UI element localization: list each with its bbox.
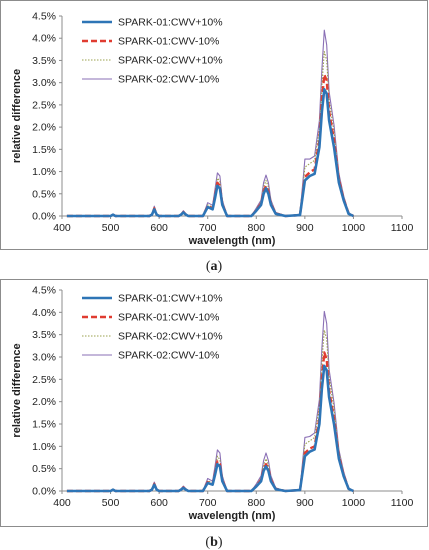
chart-panel-a: (a) 0.0% 0.5% 1.0% 1.5% 2.0% 2.5% 3.0% 3.5% 4.0%… bbox=[0, 0, 428, 274]
y-tick-label: 0.5% bbox=[32, 463, 56, 475]
series-line-1 bbox=[66, 88, 354, 218]
x-tick-label: 400 bbox=[53, 497, 71, 509]
x-tick-label: 700 bbox=[199, 497, 217, 509]
chart-panel-b: (b) 0.0% 0.5% 1.0% 1.5% 2.0% 2.5% 3.0% 3.5% 4.0%… bbox=[0, 279, 428, 550]
legend-label: SPARK-02:CWV-10% bbox=[118, 350, 219, 362]
legend-label: SPARK-01:CWV-10% bbox=[118, 36, 219, 48]
y-tick-label: 2.5% bbox=[32, 374, 56, 386]
legend-label: SPARK-01:CWV-10% bbox=[118, 312, 219, 324]
y-tick-label: 0.0% bbox=[32, 211, 56, 223]
x-tick-label: 600 bbox=[150, 497, 168, 509]
y-axis-title: relative difference bbox=[11, 69, 23, 163]
legend-label: SPARK-02:CWV+10% bbox=[118, 331, 223, 343]
x-tick-label: 1000 bbox=[342, 222, 366, 234]
y-tick-label: 2.0% bbox=[32, 122, 56, 134]
y-tick-label: 2.0% bbox=[32, 396, 56, 408]
x-tick-label: 800 bbox=[248, 222, 266, 234]
y-tick-label: 4.5% bbox=[32, 285, 56, 297]
y-tick-label: 4.0% bbox=[32, 33, 56, 45]
caption-b: (b) bbox=[205, 535, 222, 550]
y-tick-label: 0.0% bbox=[32, 486, 56, 498]
y-tick-label: 0.5% bbox=[32, 188, 56, 200]
y-tick-label: 2.5% bbox=[32, 99, 56, 111]
x-tick-label: 500 bbox=[102, 222, 120, 234]
y-tick-label: 3.0% bbox=[32, 77, 56, 89]
x-axis-title: wavelength (nm) bbox=[188, 510, 276, 522]
y-tick-label: 3.5% bbox=[32, 55, 56, 67]
y-tick-label: 4.5% bbox=[32, 11, 56, 23]
caption-a: (a) bbox=[206, 259, 223, 274]
legend-label: SPARK-01:CWV+10% bbox=[118, 17, 223, 29]
legend-label: SPARK-02:CWV-10% bbox=[118, 74, 219, 86]
x-tick-label: 900 bbox=[296, 497, 314, 509]
x-tick-label: 1000 bbox=[342, 497, 366, 509]
x-tick-label: 600 bbox=[150, 222, 168, 234]
y-tick-label: 1.5% bbox=[32, 419, 56, 431]
legend-label: SPARK-01:CWV+10% bbox=[118, 293, 223, 305]
x-tick-label: 900 bbox=[296, 222, 314, 234]
x-tick-label: 1100 bbox=[391, 497, 414, 509]
series-line-1 bbox=[66, 364, 354, 493]
series-line-3 bbox=[66, 329, 354, 492]
x-tick-label: 400 bbox=[53, 222, 71, 234]
x-tick-label: 700 bbox=[199, 222, 217, 234]
x-tick-label: 800 bbox=[248, 497, 266, 509]
y-tick-label: 1.5% bbox=[32, 144, 56, 156]
x-tick-label: 500 bbox=[102, 497, 120, 509]
x-tick-label: 1100 bbox=[391, 222, 414, 234]
y-axis-title: relative difference bbox=[11, 343, 23, 437]
x-axis-title: wavelength (nm) bbox=[188, 235, 276, 247]
y-tick-label: 4.0% bbox=[32, 307, 56, 319]
panel-frame bbox=[0, 279, 428, 527]
y-tick-label: 1.0% bbox=[32, 166, 56, 178]
y-tick-label: 1.0% bbox=[32, 441, 56, 453]
legend-label: SPARK-02:CWV+10% bbox=[118, 55, 223, 67]
y-tick-label: 3.0% bbox=[32, 352, 56, 364]
y-tick-label: 3.5% bbox=[32, 329, 56, 341]
